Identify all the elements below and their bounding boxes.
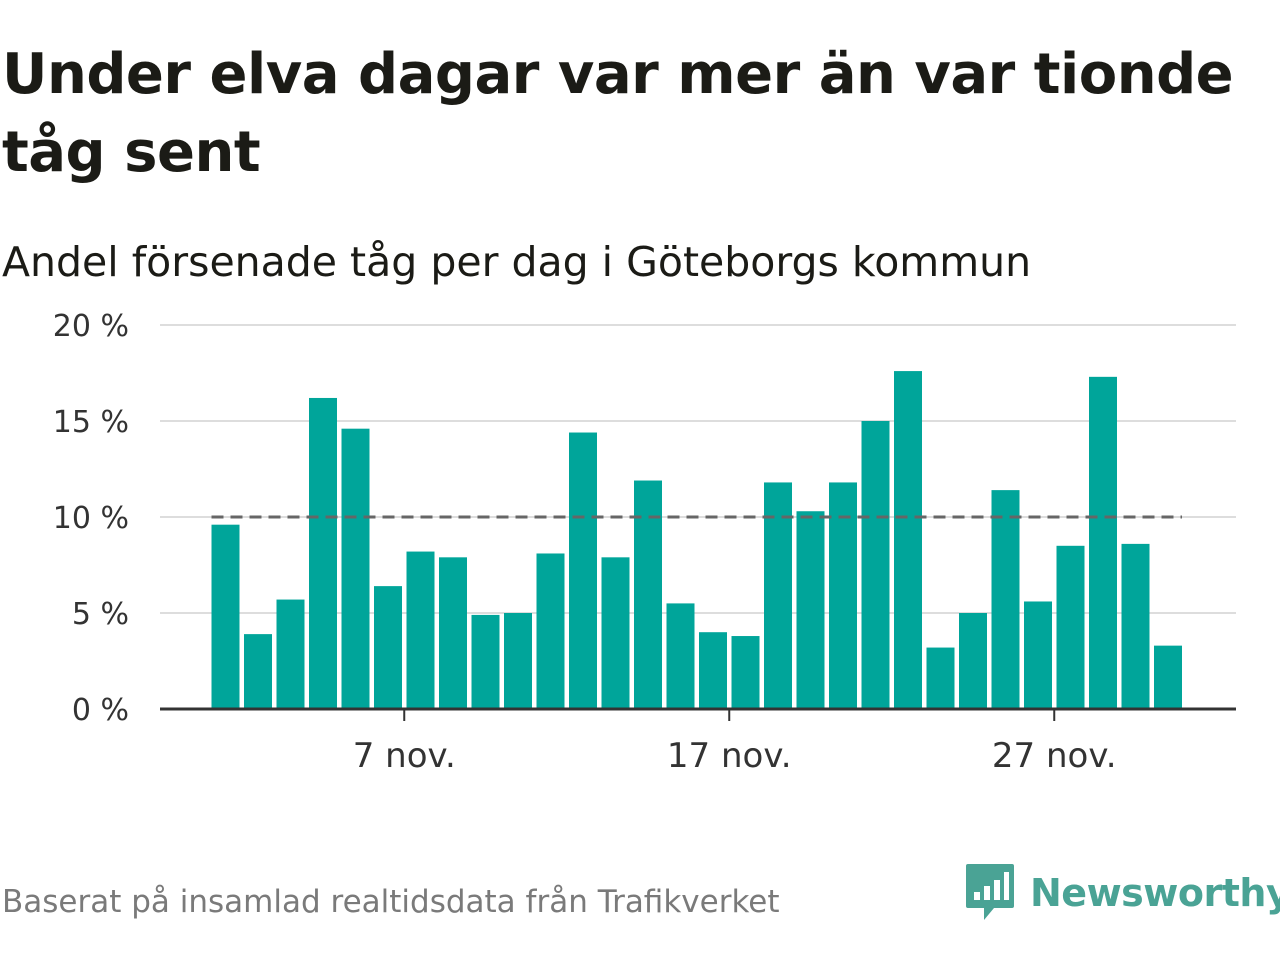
bar — [374, 586, 402, 709]
bar — [1056, 545, 1085, 709]
y-tick-label: 20 % — [53, 309, 129, 344]
bar — [926, 647, 955, 709]
x-axis-labels: 7 nov. 17 nov. 27 nov. — [353, 709, 1117, 776]
bar — [959, 613, 987, 709]
x-tick-label: 7 nov. — [353, 736, 456, 776]
y-tick-label: 5 % — [72, 597, 129, 632]
y-axis-labels: 0 % 5 % 10 % 15 % 20 % — [53, 309, 129, 728]
brand-logo: Newsworthy — [964, 862, 1280, 924]
x-tick-label: 17 nov. — [667, 736, 792, 776]
bar — [731, 636, 760, 709]
bar — [601, 557, 630, 709]
bar — [764, 482, 792, 709]
source-note: Baserat på insamlad realtidsdata från Tr… — [2, 884, 780, 920]
bar — [536, 553, 565, 709]
x-tick-label: 27 nov. — [992, 736, 1117, 776]
bar — [471, 614, 500, 709]
bar — [634, 480, 662, 709]
bar — [1121, 543, 1150, 709]
y-tick-label: 0 % — [72, 693, 129, 728]
newsworthy-logo-icon — [966, 864, 1014, 920]
y-tick-label: 10 % — [53, 501, 129, 536]
bar — [439, 557, 467, 709]
bar — [211, 524, 240, 709]
bar — [1024, 601, 1052, 709]
brand-name: Newsworthy — [1030, 871, 1280, 915]
bar — [569, 432, 597, 709]
bar-chart: 0 % 5 % 10 % 15 % 20 % 7 nov. 17 nov. 27 nov. — [53, 309, 1236, 776]
bar — [504, 613, 532, 709]
y-tick-label: 15 % — [53, 405, 129, 440]
bar — [861, 421, 890, 709]
bar — [666, 603, 695, 709]
bar — [991, 490, 1020, 709]
bar — [309, 397, 337, 709]
chart-title: Under elva dagar var mer än var tionde t… — [2, 42, 1234, 185]
bar — [829, 482, 857, 709]
bars — [211, 371, 1182, 709]
bar — [699, 632, 727, 709]
bar — [276, 599, 305, 709]
bar — [244, 634, 272, 709]
bar — [894, 371, 922, 709]
bar — [796, 511, 825, 709]
bar — [1089, 376, 1117, 709]
chart-subtitle: Andel försenade tåg per dag i Göteborgs … — [2, 238, 1032, 286]
bar — [406, 551, 435, 709]
bar — [1154, 645, 1182, 709]
bar — [341, 428, 370, 709]
